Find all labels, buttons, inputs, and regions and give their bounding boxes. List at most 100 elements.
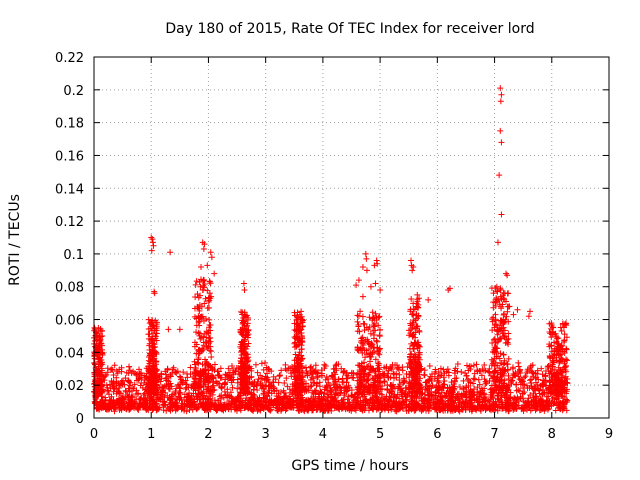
data-point [275,390,282,397]
data-point [444,366,451,373]
data-point [496,172,503,179]
data-point [363,255,370,262]
data-point [406,353,413,360]
data-point [360,320,367,327]
data-point [254,403,261,410]
data-point [116,389,123,396]
data-point [561,331,568,338]
data-point [498,399,505,406]
data-point [193,278,200,285]
data-point [492,317,499,324]
data-point [298,332,305,339]
data-point [426,392,433,399]
data-point [534,403,541,410]
data-point [359,345,366,352]
data-point [145,367,152,374]
data-point [373,337,380,344]
data-point [218,392,225,399]
data-point [425,296,432,303]
data-point [481,391,488,398]
data-point [381,378,388,385]
data-point [351,406,358,413]
data-point [288,404,295,411]
data-point [167,371,174,378]
data-point [328,388,335,395]
data-point [367,341,374,348]
data-point [320,406,327,413]
data-point [173,369,180,376]
data-point [358,346,365,353]
data-point [118,364,125,371]
data-point [166,397,173,404]
data-point [292,383,299,390]
data-point [401,378,408,385]
data-point [196,396,203,403]
data-point [231,398,238,405]
data-point [454,360,461,367]
data-point [124,391,131,398]
data-point [160,407,167,414]
data-point [149,346,156,353]
data-point [244,316,251,323]
data-point [378,391,385,398]
plot-frame [93,56,610,419]
data-point [205,329,212,336]
data-point [501,403,508,410]
x-tick-label: 5 [376,427,384,442]
data-point [474,368,481,375]
data-point [496,365,503,372]
data-point [413,325,420,332]
data-point [196,350,203,357]
data-point [332,383,339,390]
data-point [171,400,178,407]
data-point [499,372,506,379]
data-point [355,313,362,320]
data-point [239,326,246,333]
data-point [554,370,561,377]
data-point [544,406,551,413]
data-point [196,384,203,391]
data-point [501,368,508,375]
data-point [470,375,477,382]
data-point [165,326,172,333]
data-point [316,383,323,390]
data-point [297,401,304,408]
data-point [425,400,432,407]
data-point [504,384,511,391]
data-point [149,383,156,390]
chart-title: Day 180 of 2015, Rate Of TEC Index for r… [165,21,534,37]
data-point [463,388,470,395]
data-point [516,367,523,374]
data-point [100,402,107,409]
y-tick-label: 0.08 [55,281,84,296]
data-point [359,264,366,271]
data-point [504,366,511,373]
data-point [131,381,138,388]
data-point [373,406,380,413]
data-point [550,389,557,396]
data-point [408,257,415,264]
data-point [416,295,423,302]
data-point [175,393,182,400]
data-point [148,335,155,342]
data-point [554,335,561,342]
data-point [207,386,214,393]
data-point [359,406,366,413]
data-point [412,317,419,324]
data-point [242,397,249,404]
data-point [396,371,403,378]
data-point [107,401,114,408]
data-point [440,366,447,373]
data-point [280,393,287,400]
data-point [206,324,213,331]
data-point [367,351,374,358]
data-point [149,236,156,243]
data-point [445,287,452,294]
data-point [515,373,522,380]
data-point [552,407,559,414]
data-point [460,377,467,384]
data-point [235,404,242,411]
data-point [273,387,280,394]
data-point [421,372,428,379]
data-point [407,308,414,315]
